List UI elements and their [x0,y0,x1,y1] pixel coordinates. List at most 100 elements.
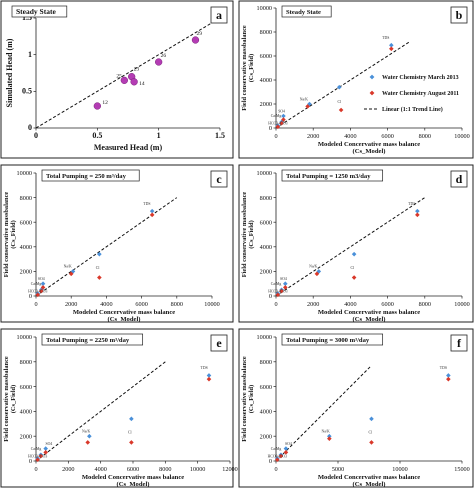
panel-letter: b [456,8,463,22]
ion-label: TDS [408,202,415,206]
y-tick-label: 8000 [260,29,272,36]
trend-line [35,197,178,297]
point-label: 14 [139,81,145,87]
ion-label: Ca/Mg [271,447,282,451]
march-2013-point [307,101,312,107]
chart-title: Total Pumping = 250 m³/day [46,173,127,180]
y-tick-label: 0.5 [22,87,32,96]
y-axis-label-2: (Cs_Field) [248,385,255,413]
point-label: 23 [134,67,140,73]
x-tick-label: 0 [274,466,277,473]
ion-label: Cl [128,431,132,435]
legend: Water Chemistry March 2013 Water Chemistr… [364,74,459,113]
x-tick-label: 0.5 [92,131,102,140]
y-axis-label: Field conservative massbalance [3,192,10,278]
x-tick-label: 8000 [171,301,183,308]
panel-letter-box [210,334,228,352]
x-tick-label: 2000 [307,133,319,140]
ion-label: Na/K [82,429,90,433]
ion-label: TDS [143,202,150,206]
legend-label-trend: Linear (1:1 Trend Line) [382,106,443,113]
y-tick-label: 6000 [20,219,32,226]
x-tick-label: 5000 [332,466,344,473]
point-label: 25 [116,73,122,79]
august-2011-point [351,275,357,280]
x-tick-label: 0 [34,301,37,308]
august-2011-point [206,376,212,382]
august-2011-point [338,107,344,113]
x-tick-label: 10000 [190,466,205,473]
march-2013-point [336,84,342,90]
chart-title: Steady State [286,9,321,16]
ion-label: Ca/Mg [271,114,282,118]
march-2013-point [70,269,76,274]
march-2013-point [43,446,48,451]
august-2011-point [38,288,44,294]
y-tick-label: 4000 [260,77,272,84]
trend-line [35,21,215,129]
x-axis-label: Modeled Concervative mass balance [82,474,184,481]
x-tick-label: 8000 [419,301,431,308]
data-point [93,102,101,110]
august-2011-point [446,376,451,382]
march-2013-point [283,446,289,451]
x-axis-label: Modeled Concervative mass balance [73,309,175,316]
march-2013-point [281,113,286,119]
ion-label: SO4 [46,442,53,446]
y-tick-label: 0 [28,123,32,132]
title-box [281,333,384,346]
y-tick-label: 0 [29,458,32,465]
x-tick-label: 2000 [307,301,319,308]
march-2013-point [129,416,134,422]
x-tick-label: 1 [157,131,161,140]
ion-label: Ca/Mg [31,282,42,286]
y-tick-label: 10000 [257,5,272,12]
y-tick-label: 4000 [20,244,32,251]
march-2013-point [415,208,420,214]
august-2011-point [275,124,281,130]
y-tick-label: 2000 [260,269,272,276]
ion-label: SO4 [38,277,45,281]
x-axis-label-2: (Cs_Model) [353,481,386,488]
ion-label: SO4 [285,442,292,446]
y-axis-label: Simulated Head (m) [5,38,14,107]
august-2011-point [314,271,320,277]
y-axis-label: Field conservative massbalance [3,356,10,442]
ion-label: HCO3+CO3 [268,454,287,458]
x-axis-label: Modeled Concervative mass balance [318,309,420,316]
panel-d: 0 2000 4000 6000 8000 10000 0 2000 4000 6000 8000 1… [238,164,474,323]
ion-label: Cl [350,266,354,270]
ion-label: TDS [440,366,447,370]
y-axis-label-2: (Cs_Field) [10,220,17,248]
panel-letter-box [210,6,228,24]
march-2013-point [283,281,288,286]
panel-frame [238,0,474,159]
y-tick-label: 0 [269,293,272,300]
chart-title: Total Pumping = 1250 m3/day [286,173,371,180]
x-tick-label: 10000 [204,301,219,308]
x-tick-label: 10000 [454,301,469,308]
x-tick-label: 10000 [454,133,469,140]
y-tick-label: 2000 [260,101,272,108]
legend-marker-august [369,90,375,96]
x-axis-label-2: (Cs_Model) [353,148,386,155]
panel-f: 0 5000 10000 150000200040006000800010000Mod… [238,328,474,488]
x-tick-label: 6000 [381,133,393,140]
march-2013-point [149,208,155,214]
y-tick-label: 4000 [20,409,32,416]
panel-b: 0 2000 4000 6000 8000 10000 0 2000 4000 6000 8000 1… [238,0,474,159]
y-tick-label: 4000 [260,409,272,416]
august-2011-point [281,117,286,122]
ion-label: Cl [337,100,341,104]
august-2011-point [43,450,48,455]
trend-line [275,41,411,129]
august-2011-point [38,453,44,459]
y-tick-label: 2000 [20,269,32,276]
title-box [41,333,144,346]
march-2013-point [446,373,451,378]
march-2013-point [327,433,332,439]
ion-label: HCO3+CO3 [28,454,47,458]
panel-letter: a [216,8,222,22]
ion-label: Cl [368,431,372,435]
